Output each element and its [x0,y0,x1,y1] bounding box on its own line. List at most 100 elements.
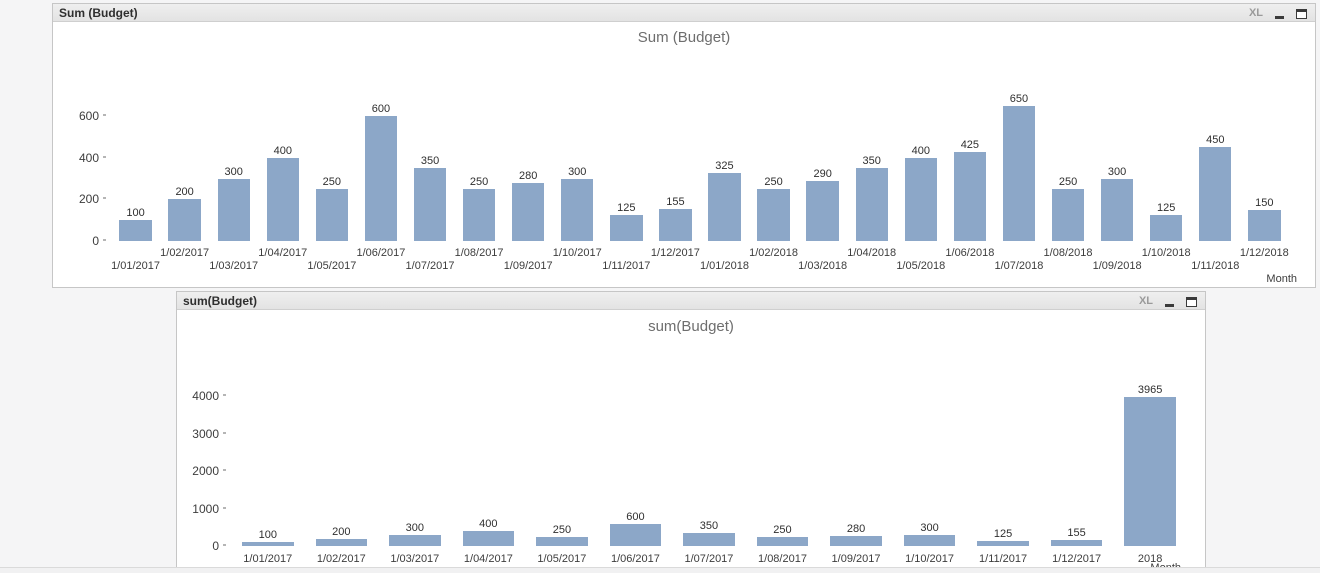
x-tick-slot: 1/08/2017 [455,243,504,271]
window-caption-title: sum(Budget) [183,293,257,308]
maximize-button[interactable] [1185,295,1197,307]
x-tick-slot: 1/10/2017 [893,549,967,565]
x-tick-label: 1/04/2018 [847,247,897,259]
bar[interactable] [413,168,447,241]
bar[interactable] [1051,188,1085,241]
bar-value-label: 350 [420,155,440,168]
bar[interactable] [511,182,545,241]
bar[interactable] [242,542,294,546]
bar[interactable] [757,188,790,241]
x-tick-slot: 1/05/2017 [525,549,599,565]
bar[interactable] [708,173,741,241]
bar[interactable] [1124,397,1176,546]
bar-value-label: 600 [626,510,645,523]
bar[interactable] [830,535,882,546]
bar-slot: 250 [455,176,504,241]
bar[interactable] [1050,540,1103,546]
y-tick-mark [103,197,106,200]
bar[interactable] [266,157,299,241]
bar-slot: 425 [945,139,994,241]
window-caption-bar[interactable]: Sum (Budget) XL [53,4,1315,22]
bar[interactable] [756,536,809,546]
bar-slot: 155 [651,196,700,241]
maximize-button[interactable] [1295,7,1307,19]
y-tick-mark [103,239,106,241]
bar[interactable] [953,152,987,241]
bar[interactable] [364,116,398,241]
bar[interactable] [561,178,594,241]
bar[interactable] [904,157,937,241]
bar[interactable] [609,523,662,546]
minimize-button[interactable] [1163,295,1175,307]
bar-slot: 200 [305,525,379,546]
bar[interactable] [462,188,496,241]
bar-value-label: 450 [1206,134,1225,147]
bar-value-label: 425 [960,139,980,152]
y-tick-label: 0 [212,539,219,553]
bar[interactable] [462,531,515,546]
x-tick-label: 1/10/2017 [905,553,955,565]
x-tick-label: 1/11/2017 [602,260,651,272]
bar[interactable] [806,180,839,241]
x-tick-label: 1/03/2018 [798,260,848,272]
plot-area: 0 1000 2000 3000 4000 100 200 300 400 250 600 350 2… [192,381,1187,553]
bar-value-label: 300 [224,165,243,178]
x-tick-label: 1/09/2017 [503,260,553,272]
maximize-icon [1295,8,1307,19]
bar-slot: 250 [307,176,356,241]
x-tick-slot: 1/09/2017 [819,549,893,565]
bar[interactable] [217,178,250,241]
x-tick-label: 1/10/2018 [1141,247,1191,259]
x-tick-label: 1/02/2017 [160,247,210,259]
x-tick-slot: 1/02/2018 [749,243,798,271]
bar[interactable] [610,214,643,241]
bar[interactable] [315,188,349,241]
x-tick-label: 1/05/2017 [307,260,357,272]
plot-area: 0 200 400 600 100 200 300 400 250 600 350 250 280 30… [79,91,1289,248]
bar-value-label: 200 [175,186,194,199]
bar[interactable] [977,541,1029,546]
x-tick-slot: 1/10/2018 [1142,243,1191,271]
x-tick-label: 1/12/2017 [650,247,700,259]
bar[interactable] [1002,105,1036,241]
bar[interactable] [536,536,588,546]
x-tick-label: 1/07/2018 [994,260,1044,272]
x-tick-slot: 1/03/2017 [209,243,258,272]
x-tick-slot: 1/03/2017 [378,549,452,565]
x-tick-label: 1/12/2017 [1052,553,1102,565]
bar-slot: 155 [1040,527,1114,546]
x-tick-slot: 1/10/2017 [553,243,602,271]
bar[interactable] [1149,214,1183,241]
x-tick-slot: 1/11/2017 [602,243,651,272]
bars-row: 100 200 300 400 250 600 350 250 280 300 125 155 3965 [231,381,1187,546]
bar-slot: 250 [746,524,820,546]
bar-value-label: 100 [126,207,145,220]
bar[interactable] [1199,147,1232,241]
x-tick-label: 1/01/2018 [700,260,749,272]
x-tick-slot: 1/04/2017 [258,243,307,271]
bar-value-label: 200 [332,525,351,538]
bar[interactable] [1248,209,1281,241]
window-controls: XL [1139,295,1197,307]
x-tick-slot: 1/08/2017 [746,549,820,565]
x-tick-slot: 1/11/2017 [966,549,1040,565]
minimize-button[interactable] [1273,7,1285,19]
bar-slot: 200 [160,186,209,241]
y-tick-mark [223,506,226,509]
chart-title: Sum (Budget) [637,29,731,46]
bar[interactable] [659,208,692,241]
bar[interactable] [389,534,441,546]
maximize-icon [1185,296,1197,307]
bar[interactable] [683,532,735,546]
bar-slot: 350 [672,520,746,546]
bar[interactable] [168,199,201,241]
window-caption-bar[interactable]: sum(Budget) XL [177,292,1205,310]
bar-slot: 250 [749,176,798,241]
bar[interactable] [855,168,888,241]
bar[interactable] [315,538,368,546]
x-tick-slot: 1/06/2017 [599,549,673,565]
bar[interactable] [903,534,956,546]
bar[interactable] [119,220,152,241]
x-axis-labels: 1/01/2017 1/02/2017 1/03/2017 1/04/2017 1/05… [111,243,1289,272]
bar[interactable] [1100,178,1134,241]
